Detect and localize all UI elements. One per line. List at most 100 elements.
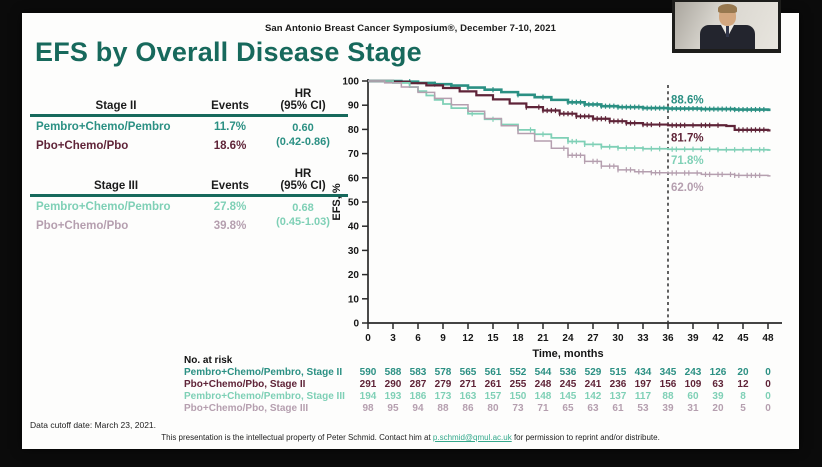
km-curve-3 xyxy=(368,80,771,177)
at-risk-value: 88 xyxy=(437,403,449,414)
at-risk-value: 61 xyxy=(612,403,624,414)
stage2-row-pbo-label: Pbo+Chemo/Pbo xyxy=(36,139,129,152)
at-risk-value: 39 xyxy=(712,391,724,402)
at-risk-value: 544 xyxy=(534,367,552,378)
at-risk-value: 287 xyxy=(409,379,427,390)
at-risk-value: 126 xyxy=(709,367,727,378)
permission-note: This presentation is the intellectual pr… xyxy=(22,433,799,442)
stage3-events-header: Events xyxy=(202,167,258,197)
at-risk-value: 39 xyxy=(662,403,674,414)
at-risk-value: 95 xyxy=(387,403,399,414)
at-risk-value: 255 xyxy=(509,379,527,390)
stage2-hr-value: 0.60 (0.42-0.86) xyxy=(276,122,330,148)
at-risk-value: 588 xyxy=(384,367,402,378)
at-risk-value: 98 xyxy=(362,403,374,414)
stage3-row-pbo-label: Pbo+Chemo/Pbo xyxy=(36,219,129,232)
stage2-events-header: Events xyxy=(202,87,258,117)
at-risk-row-label: Pbo+Chemo/Pbo, Stage III xyxy=(184,403,309,414)
stage2-hr-table: Stage II Events HR (95% CI) Pembro+Chemo/… xyxy=(30,87,348,155)
at-risk-value: 536 xyxy=(559,367,577,378)
landmark-label-3: 62.0% xyxy=(671,182,704,194)
stage2-row-pbo-events: 18.6% xyxy=(213,139,247,152)
x-tick-label: 21 xyxy=(537,333,549,344)
permission-text-post: for permission to reprint and/or distrib… xyxy=(511,433,660,442)
presenter-webcam[interactable] xyxy=(672,0,781,53)
at-risk-value: 88 xyxy=(662,391,674,402)
at-risk-value: 0 xyxy=(765,379,771,390)
x-axis-title: Time, months xyxy=(532,348,603,360)
at-risk-value: 5 xyxy=(740,403,746,414)
x-tick-label: 3 xyxy=(390,333,396,344)
presenter-tie xyxy=(726,26,729,37)
at-risk-value: 63 xyxy=(712,379,724,390)
data-cutoff-note: Data cutoff date: March 23, 2021. xyxy=(30,420,157,430)
x-tick-label: 39 xyxy=(687,333,699,344)
x-tick-label: 6 xyxy=(415,333,421,344)
x-tick-label: 24 xyxy=(562,333,574,344)
at-risk-value: 109 xyxy=(684,379,702,390)
at-risk-value: 20 xyxy=(712,403,724,414)
at-risk-value: 53 xyxy=(637,403,649,414)
at-risk-value: 245 xyxy=(559,379,577,390)
stage3-hr-table: Stage III Events HR (95% CI) Pembro+Chemo… xyxy=(30,167,348,235)
at-risk-value: 148 xyxy=(534,391,552,402)
slide: San Antonio Breast Cancer Symposium®, De… xyxy=(22,13,799,449)
at-risk-value: 279 xyxy=(434,379,452,390)
at-risk-value: 345 xyxy=(659,367,677,378)
at-risk-value: 73 xyxy=(512,403,524,414)
km-curve-2 xyxy=(368,80,771,151)
y-tick-label: 60 xyxy=(348,173,360,184)
x-tick-label: 12 xyxy=(462,333,474,344)
at-risk-row-label: Pembro+Chemo/Pembro, Stage III xyxy=(184,391,345,402)
at-risk-value: 243 xyxy=(684,367,702,378)
at-risk-value: 156 xyxy=(659,379,677,390)
y-tick-label: 40 xyxy=(348,222,360,233)
stage3-row-pembro-label: Pembro+Chemo/Pembro xyxy=(36,200,171,213)
at-risk-value: 71 xyxy=(537,403,549,414)
y-tick-label: 100 xyxy=(342,77,359,88)
x-tick-label: 27 xyxy=(587,333,599,344)
at-risk-value: 194 xyxy=(359,391,377,402)
at-risk-value: 65 xyxy=(562,403,574,414)
permission-text-pre: This presentation is the intellectual pr… xyxy=(161,433,433,442)
stage3-row-pembro-events: 27.8% xyxy=(213,200,247,213)
at-risk-value: 193 xyxy=(384,391,402,402)
landmark-label-2: 71.8% xyxy=(671,155,704,167)
at-risk-value: 578 xyxy=(434,367,452,378)
at-risk-value: 248 xyxy=(534,379,552,390)
y-tick-label: 80 xyxy=(348,125,360,136)
at-risk-value: 186 xyxy=(409,391,427,402)
stage2-row-pembro-label: Pembro+Chemo/Pembro xyxy=(36,120,171,133)
y-tick-label: 50 xyxy=(348,198,360,209)
y-axis-title: EFS, % xyxy=(331,183,343,221)
email-link[interactable]: p.schmid@qmul.ac.uk xyxy=(432,433,512,442)
at-risk-value: 60 xyxy=(687,391,699,402)
stage3-hr-value: 0.68 (0.45-1.03) xyxy=(276,202,330,228)
at-risk-value: 80 xyxy=(487,403,499,414)
at-risk-value: 150 xyxy=(509,391,527,402)
at-risk-row-2: Pembro+Chemo/Pembro, Stage III 194 193 186 1… xyxy=(22,391,799,403)
at-risk-value: 63 xyxy=(587,403,599,414)
at-risk-value: 94 xyxy=(412,403,424,414)
at-risk-value: 8 xyxy=(740,391,746,402)
at-risk-value: 137 xyxy=(609,391,627,402)
at-risk-value: 565 xyxy=(459,367,477,378)
at-risk-value: 157 xyxy=(484,391,502,402)
at-risk-value: 0 xyxy=(765,403,771,414)
at-risk-row-3: Pbo+Chemo/Pbo, Stage III 98 95 94 88 86 80 73 71… xyxy=(22,403,799,415)
y-tick-label: 10 xyxy=(348,294,360,305)
stage2-row-pembro-events: 11.7% xyxy=(214,120,246,133)
at-risk-header: No. at risk xyxy=(184,355,233,366)
at-risk-value: 583 xyxy=(409,367,427,378)
stage3-hr-header: HR (95% CI) xyxy=(258,167,348,197)
at-risk-value: 561 xyxy=(484,367,502,378)
landmark-label-0: 88.6% xyxy=(671,95,704,107)
at-risk-value: 142 xyxy=(584,391,602,402)
x-tick-label: 30 xyxy=(612,333,624,344)
at-risk-value: 291 xyxy=(359,379,377,390)
at-risk-row-label: Pembro+Chemo/Pembro, Stage II xyxy=(184,367,343,378)
page-title: EFS by Overall Disease Stage xyxy=(35,37,422,67)
at-risk-value: 241 xyxy=(584,379,602,390)
at-risk-value: 20 xyxy=(737,367,749,378)
